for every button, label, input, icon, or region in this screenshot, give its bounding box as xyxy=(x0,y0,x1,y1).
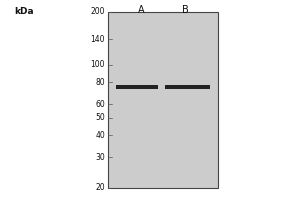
Text: B: B xyxy=(182,5,188,15)
Text: 40: 40 xyxy=(95,131,105,140)
Bar xyxy=(108,12,218,188)
Text: 30: 30 xyxy=(95,153,105,162)
Text: kDa: kDa xyxy=(14,7,34,16)
Text: 200: 200 xyxy=(91,7,105,17)
Text: 140: 140 xyxy=(91,35,105,44)
Text: 100: 100 xyxy=(91,60,105,69)
Bar xyxy=(116,85,158,89)
Text: A: A xyxy=(138,5,144,15)
Text: 60: 60 xyxy=(95,100,105,109)
Text: 80: 80 xyxy=(95,78,105,87)
Text: 50: 50 xyxy=(95,113,105,122)
Text: 20: 20 xyxy=(95,184,105,192)
Bar xyxy=(165,85,210,89)
